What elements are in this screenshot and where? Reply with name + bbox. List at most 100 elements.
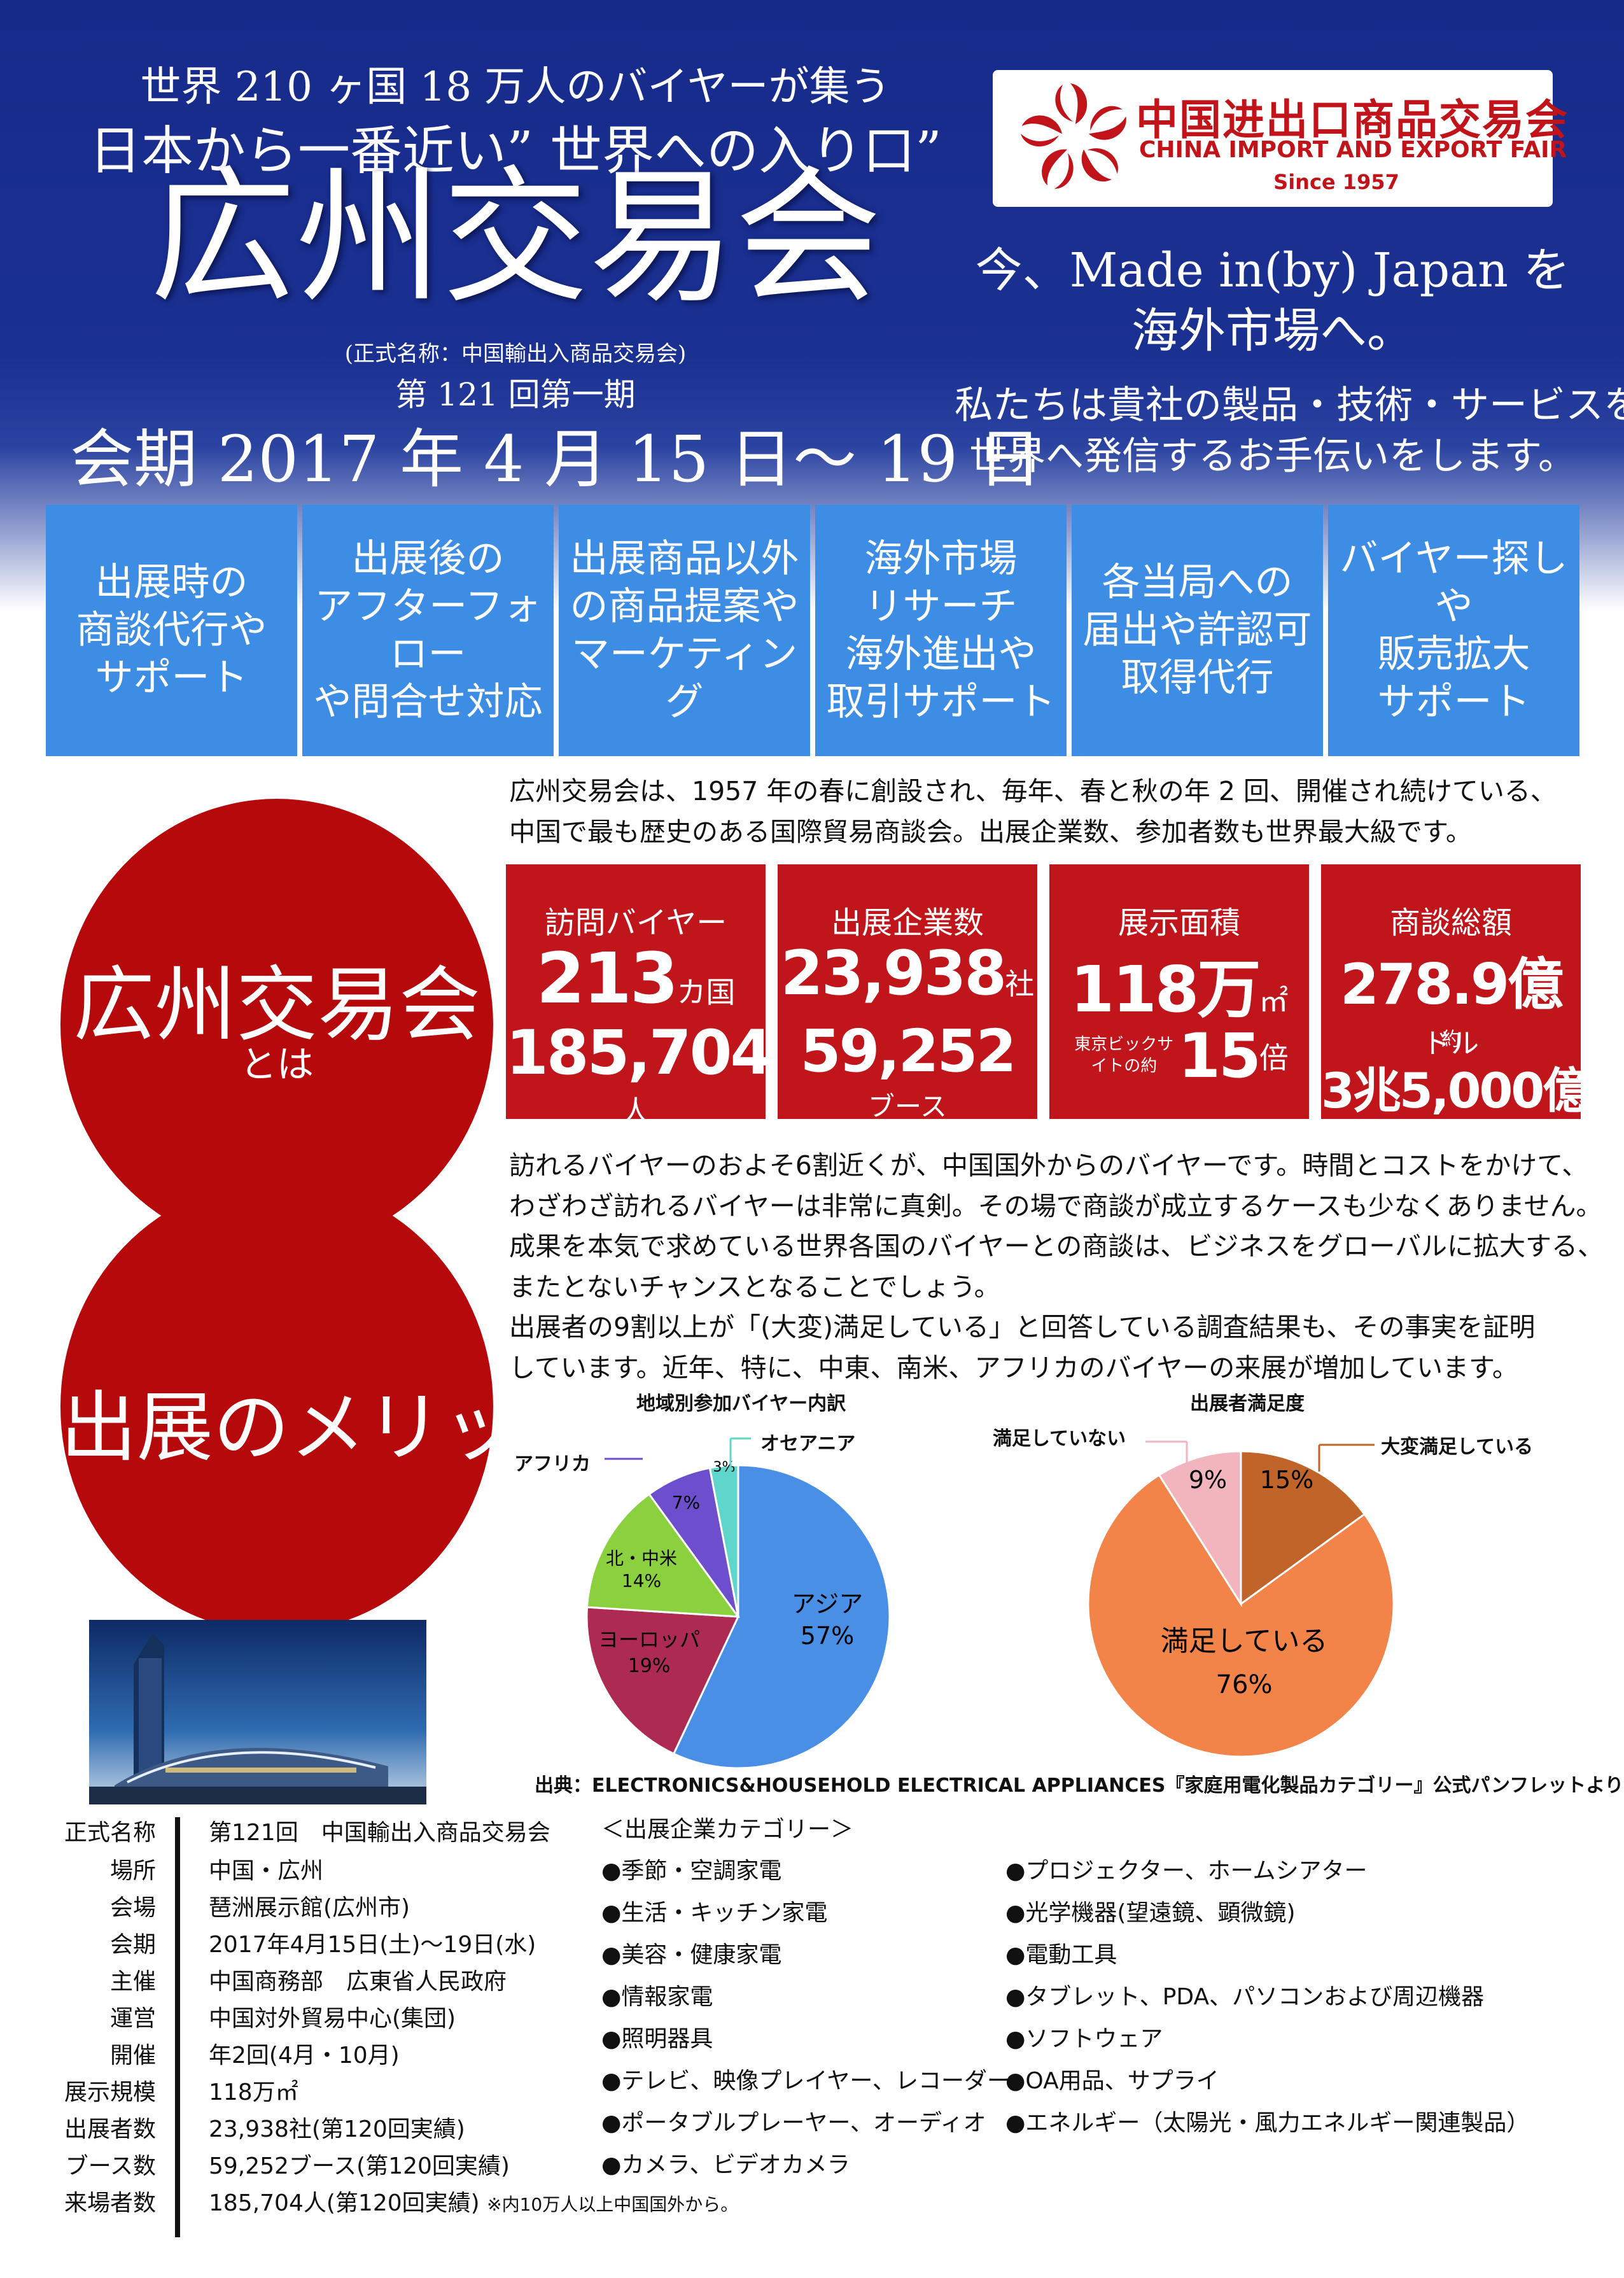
service-box-buyer-search: バイヤー探しや 販売拡大 サポート <box>1328 505 1579 756</box>
overseas-headline: 海外市場へ。 <box>1131 304 1414 358</box>
service-box-marketing: 出展商品以外 の商品提案や マーケティング <box>559 505 810 756</box>
service-statement-line2: 世界へ発信するお手伝いをします。 <box>969 434 1576 479</box>
service-box-permits: 各当局への 届出や許認可 取得代行 <box>1072 505 1323 756</box>
about-circle-subtitle: とは <box>239 1043 314 1086</box>
slice-label-sat: 満足している <box>1161 1625 1328 1657</box>
slice-label-namerica: 北・中米 <box>606 1548 677 1569</box>
info-value: 年2回(4月・10月) <box>209 2042 400 2069</box>
category-item: ●エネルギー（太陽光・風力エネルギー関連製品） <box>1005 2110 1530 2136</box>
slice-value-europe: 19% <box>628 1655 671 1677</box>
merit-circle-title: 出展のメリット <box>60 1384 595 1472</box>
pie-slice-oceania <box>708 1464 739 1617</box>
pie-slice-not-satisfied <box>1158 1450 1242 1608</box>
stat-box-exhibitors: 出展企業数 23,938社 59,252 ブース <box>778 864 1037 1122</box>
source-note: 出典：ELECTRONICS&HOUSEHOLD ELECTRICAL APPL… <box>535 1775 1624 1797</box>
stat-unit: ㎡ <box>1259 984 1289 1018</box>
info-label: ブース数 <box>65 2153 156 2179</box>
merit-text-line: 出展者の9割以上が「(大変)満足している」と回答している調査結果も、その事実を証… <box>509 1312 1536 1343</box>
chart-title-satisfaction: 出展者満足度 <box>1190 1393 1305 1415</box>
info-value: 23,938社(第120回実績) <box>209 2116 465 2142</box>
stat-unit: ブース <box>868 1091 947 1122</box>
event-dates: 会期 2017 年 4 月 15 日〜 19 日 <box>70 422 1042 496</box>
info-value: 第121回 中国輸出入商品交易会 <box>209 1820 550 1846</box>
stat-value: 185,704 <box>506 1017 773 1088</box>
info-value: 185,704人(第120回実績) <box>209 2190 480 2216</box>
pie-slice-asia <box>672 1464 891 1769</box>
tagline: 世界 210 ヶ国 18 万人のバイヤーが集う <box>140 64 891 111</box>
category-item: ●カメラ、ビデオカメラ <box>601 2152 850 2178</box>
stat-unit: カ国 <box>676 975 736 1009</box>
made-in-japan-headline: 今、Made in(by) Japan を <box>975 243 1571 298</box>
info-value: 118万㎡ <box>209 2079 298 2106</box>
stat-box-buyers: 訪問バイヤー 213カ国 185,704 人 <box>506 864 773 1128</box>
pie-slice-very-satisfied <box>1240 1450 1366 1606</box>
service-statement-line1: 私たちは貴社の製品・技術・サービスを <box>955 383 1624 428</box>
service-box-negotiation: 出展時の 商談代行や サポート <box>46 505 297 756</box>
slice-label-europe: ヨーロッパ <box>598 1628 700 1652</box>
stat-box-area: 展示面積 118万㎡ 東京ビックサイトの約 15倍 <box>1049 864 1309 1119</box>
page-title: 広州交易会 <box>149 153 881 323</box>
exhibition-hall-photo <box>89 1620 426 1804</box>
category-item: ●プロジェクター、ホームシアター <box>1005 1858 1368 1884</box>
about-description: 広州交易会は、1957 年の春に創設され、毎年、春と秋の年 2 回、開催され続け… <box>509 771 1591 852</box>
about-circle-title: 広州交易会 <box>73 958 480 1053</box>
info-value: 琶洲展示館(広州市) <box>209 1895 410 1921</box>
category-item: ●照明器具 <box>601 2026 713 2052</box>
categories-heading: ＜出展企業カテゴリー＞ <box>601 1817 854 1843</box>
stat-value: 23,938 <box>780 938 1007 1009</box>
about-circle: 広州交易会 とは <box>60 799 493 1251</box>
info-value: 中国商務部 広東省人民政府 <box>209 1969 507 1995</box>
stat-box-trade-volume: 商談総額 278.9億ドル 約 3兆5,000億円 <box>1321 864 1591 1157</box>
category-item: ●生活・キッチン家電 <box>601 1900 828 1926</box>
info-value: 中国・広州 <box>209 1858 324 1884</box>
logo-since-text: Since 1957 <box>1273 170 1399 194</box>
service-box-aftercare: 出展後の アフターフォロー や問合せ対応 <box>302 505 554 756</box>
info-label: 出展者数 <box>64 2116 156 2142</box>
pie-chart-regions: アジア 57% ヨーロッパ 19% 北・中米 14% 7% 3% <box>585 1437 891 1769</box>
info-label: 展示規模 <box>64 2079 156 2106</box>
slice-value-oceania: 3% <box>713 1459 736 1475</box>
pie-slice-satisfied <box>1087 1473 1395 1758</box>
pie-chart-satisfaction: 15% 9% 満足している 76% <box>1087 1440 1395 1758</box>
tagline-sub: 日本から一番近い” 世界への入り口” <box>89 121 942 181</box>
legend-very-satisfied: 大変満足している <box>1381 1436 1534 1458</box>
stat-label: 訪問バイヤー <box>544 905 727 941</box>
info-value: 2017年4月15日(土)〜19日(水) <box>209 1932 536 1958</box>
legend-not-satisfied: 満足していない <box>993 1428 1126 1450</box>
logo-chinese-text: 中国进出口商品交易会 <box>1136 95 1569 144</box>
merit-text-line: 成果を本気で求めている世界各国のバイヤーとの商談は、ビジネスをグローバルに拡大す… <box>509 1231 1604 1262</box>
logo-english-text: CHINA IMPORT AND EXPORT FAIR <box>1139 137 1567 163</box>
category-item: ●テレビ、映像プレイヤー、レコーダー <box>601 2068 1010 2094</box>
about-text-line: 広州交易会は、1957 年の春に創設され、毎年、春と秋の年 2 回、開催され続け… <box>509 776 1557 806</box>
category-item: ●電動工具 <box>1005 1942 1117 1968</box>
service-box-research: 海外市場 リサーチ 海外進出や 取引サポート <box>815 505 1067 756</box>
stat-value: 213 <box>536 938 679 1019</box>
pie-slice-north-central-america <box>585 1493 741 1618</box>
category-item: ●ポータブルプレーヤー、オーディオ <box>601 2110 986 2136</box>
stat-label: 展示面積 <box>1117 905 1240 941</box>
category-item: ●OA用品、サプライ <box>1005 2068 1219 2094</box>
stat-unit: 倍 <box>1259 1041 1289 1075</box>
category-item: ●光学機器(望遠鏡、顕微鏡) <box>1005 1900 1296 1926</box>
stat-prefix: 約 <box>1441 1029 1460 1051</box>
chart-title-regions: 地域別参加バイヤー内訳 <box>636 1393 846 1415</box>
info-value: 59,252ブース(第120回実績) <box>209 2153 510 2179</box>
slice-value-sat: 76% <box>1216 1670 1273 1699</box>
info-label: 運営 <box>109 2006 156 2032</box>
official-name-note: (正式名称：中国輸出入商品交易会) <box>344 341 687 367</box>
stat-value: 278.9億 <box>1340 952 1564 1017</box>
info-label: 会場 <box>109 1895 156 1921</box>
stat-unit: ドル <box>1423 1027 1479 1060</box>
info-label: 正式名称 <box>64 1820 156 1846</box>
legend-oceania: オセアニア <box>760 1433 856 1455</box>
pie-slice-europe <box>585 1606 740 1755</box>
category-item: ●美容・健康家電 <box>601 1942 782 1968</box>
info-label: 主催 <box>109 1969 156 1995</box>
stat-prefix: 東京ビックサイトの約 <box>1074 1035 1174 1076</box>
info-divider <box>175 1817 180 2237</box>
stat-value: 3兆5,000億 <box>1321 1062 1591 1119</box>
stat-unit: 人 <box>621 1094 650 1128</box>
category-item: ●季節・空調家電 <box>601 1858 782 1884</box>
info-label: 会期 <box>109 1932 156 1958</box>
about-text-line: 中国で最も歴史のある国際貿易商談会。出展企業数、参加者数も世界最大級です。 <box>509 816 1472 847</box>
